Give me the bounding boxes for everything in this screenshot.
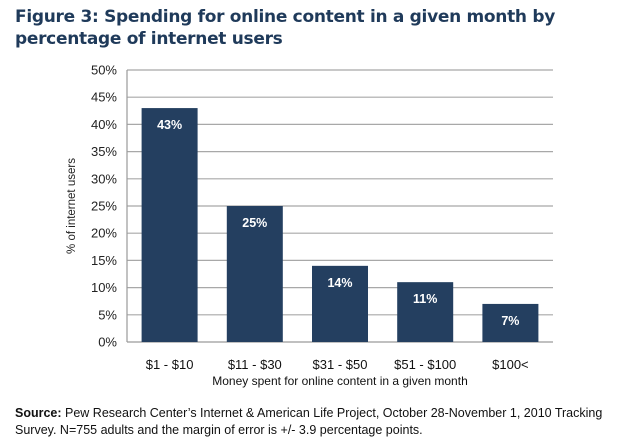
data-label: 7%	[501, 314, 519, 328]
y-tick-label: 10%	[91, 280, 117, 295]
y-tick-label: 40%	[91, 117, 117, 132]
x-axis-ticks: $1 - $10 $11 - $30 $31 - $50 $51 - $100 $100…	[146, 357, 529, 372]
gridlines	[126, 69, 553, 343]
x-tick-label: $100<	[492, 357, 529, 372]
y-tick-label: 15%	[91, 253, 117, 268]
y-tick-label: 45%	[91, 90, 117, 105]
data-labels: 43% 25% 14% 11% 7%	[157, 118, 519, 328]
x-tick-label: $51 - $100	[394, 357, 456, 372]
y-tick-label: 35%	[91, 144, 117, 159]
source-text: Pew Research Center’s Internet & America…	[15, 406, 603, 437]
source-note: Source: Pew Research Center’s Internet &…	[15, 405, 615, 439]
bar	[141, 108, 198, 342]
y-tick-label: 30%	[91, 171, 117, 186]
data-label: 43%	[157, 118, 182, 132]
bars	[141, 108, 539, 342]
y-tick-label: 25%	[91, 199, 117, 214]
data-label: 11%	[413, 292, 437, 306]
data-label: 25%	[242, 216, 267, 230]
y-tick-label: 50%	[91, 63, 117, 78]
bar	[226, 206, 283, 342]
y-tick-label: 20%	[91, 226, 117, 241]
x-tick-label: $11 - $30	[228, 357, 282, 372]
x-tick-label: $1 - $10	[146, 357, 194, 372]
y-tick-label: 5%	[98, 307, 117, 322]
data-label: 14%	[327, 276, 352, 290]
y-axis-label: % of internet users	[66, 158, 78, 254]
x-tick-label: $31 - $50	[313, 357, 368, 372]
y-axis-ticks: 0% 5% 10% 15% 20% 25% 30% 35% 40% 45% 50%	[91, 63, 117, 350]
bar	[312, 265, 368, 342]
chart-title: Figure 3: Spending for online content in…	[15, 7, 556, 49]
source-label: Source:	[15, 406, 62, 420]
y-tick-label: 0%	[98, 335, 117, 350]
bar	[482, 303, 539, 342]
bar	[397, 282, 454, 342]
x-axis-label: Money spent for online content in a give…	[212, 374, 468, 388]
